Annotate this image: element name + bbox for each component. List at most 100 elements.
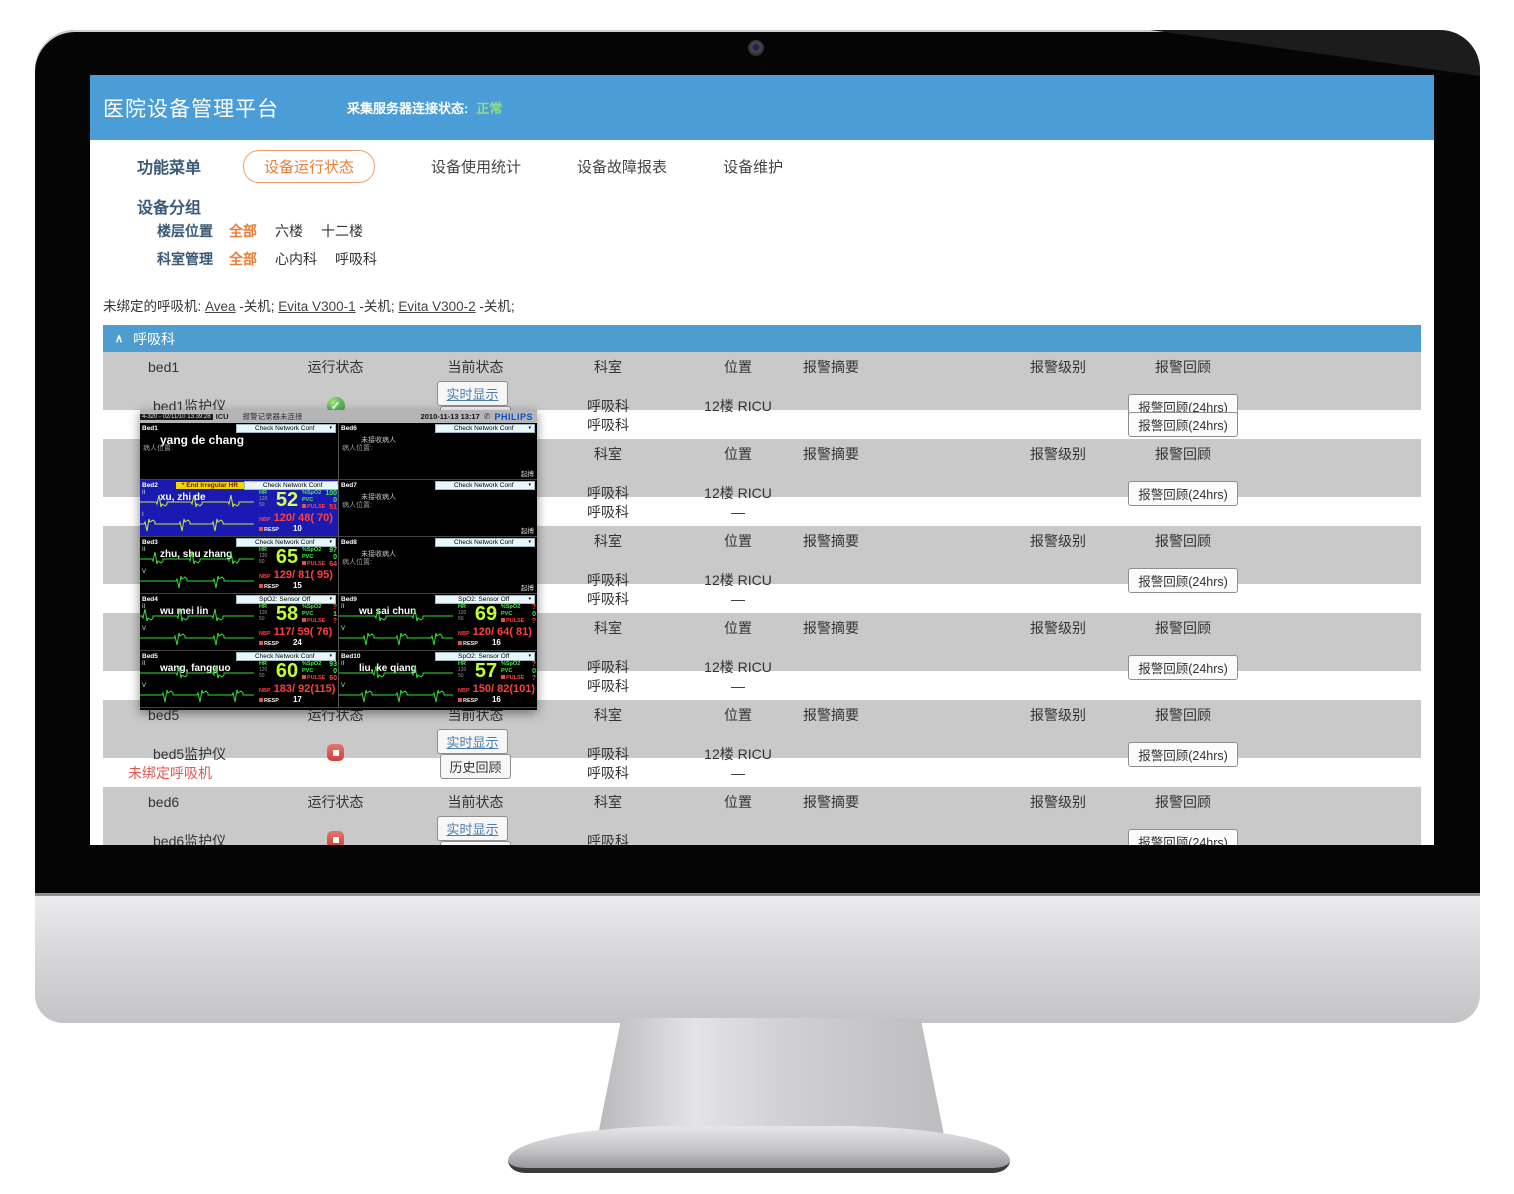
hr-label-col: HR 120 50 xyxy=(259,547,272,565)
table-row-bed-header: bed6 运行状态 当前状态 科室 位置 报警摘要 报警级别 报警回顾 xyxy=(103,787,1421,816)
resp-label: RESP xyxy=(458,641,478,647)
col-current-status: 当前状态 xyxy=(447,706,504,723)
network-conf-dropdown[interactable]: Check Network Conf▾ xyxy=(236,537,336,547)
network-conf-dropdown[interactable]: SpO2: Sensor Off ▾ xyxy=(236,594,336,604)
bed-cell-bed8: Bed8 Check Network Conf ▾ 未接收病人 病人位置: 起搏 xyxy=(339,537,537,594)
alarm-review-24hrs-button[interactable]: 报警回顾(24hrs) xyxy=(1128,480,1238,506)
bed-cell-bed3: Bed3 Check Network Conf ▾ zhu, shu zhang II V… xyxy=(140,537,338,594)
network-conf-dropdown[interactable]: SpO2: Sensor Off ▾ xyxy=(435,651,535,661)
col-location: 位置 xyxy=(724,532,752,549)
bed-cell-header: Bed3 Check Network Conf ▾ xyxy=(140,537,338,547)
section-respiratory-header[interactable]: ∧ 呼吸科 xyxy=(103,325,1421,352)
pvc-value: 1 xyxy=(333,611,337,618)
tab-device-run-status[interactable]: 设备运行状态 xyxy=(243,149,376,183)
pulse-row: PULSE 51 xyxy=(302,504,337,511)
tab-device-fault-report[interactable]: 设备故障报表 xyxy=(577,158,668,176)
bed-cell-bed7: Bed7 Check Network Conf ▾ 未接收病人 病人位置: 起搏 xyxy=(339,480,537,537)
monitor-dept: 呼吸科 xyxy=(587,659,629,675)
bezel-reflection xyxy=(1150,30,1480,76)
vitals-top-row: HR 120 50 57 %SpO2? PVC 0 PULSE? xyxy=(458,661,536,682)
alarm-review-24hrs-button[interactable]: 报警回顾(24hrs) xyxy=(1128,567,1238,593)
hr-label-col: HR 120 50 xyxy=(458,661,471,679)
alarm-review-24hrs-button[interactable]: 报警回顾(24hrs) xyxy=(1128,654,1238,680)
col-run-status: 运行状态 xyxy=(307,706,364,723)
table-row-monitor: bed6监护仪实时显示历史回顾呼吸科报警回顾(24hrs) xyxy=(103,816,1421,845)
server-status-value: 正常 xyxy=(476,101,503,116)
patient-name: wu mei lin xyxy=(160,606,209,617)
resp-value: 17 xyxy=(292,695,302,704)
phone-icon: ✆ xyxy=(483,412,491,421)
monitor-controls: 实时显示历史回顾 xyxy=(408,816,543,845)
filter-floor-all[interactable]: 全部 xyxy=(229,223,257,239)
hr-value: 60 xyxy=(275,660,299,682)
col-dept: 科室 xyxy=(594,358,622,375)
pulse-value: ? xyxy=(531,618,536,625)
filter-dept-respiratory[interactable]: 呼吸科 xyxy=(335,251,377,267)
filter-dept-label: 科室管理 xyxy=(157,251,213,267)
col-alarm-level: 报警级别 xyxy=(1030,706,1086,723)
spo2-pvc-pulse-col: %SpO2 100 PVC 0 PULSE 51 xyxy=(302,490,337,511)
spo2-pvc-pulse-col: %SpO2 93 PVC 0 PULSE 60 xyxy=(302,661,337,682)
vent-location: — xyxy=(731,764,745,781)
philips-logo: PHILIPS xyxy=(494,411,533,422)
realtime-display-button[interactable]: 实时显示 xyxy=(437,729,508,754)
realtime-display-button[interactable]: 实时显示 xyxy=(437,816,508,841)
spo2-value: ? xyxy=(531,661,536,668)
alarm-banner: * End Irregular HR xyxy=(175,481,244,489)
resp-icon xyxy=(458,641,462,645)
unbound-link-evita2[interactable]: Evita V300-2 xyxy=(398,299,476,314)
col-alarm-level: 报警级别 xyxy=(1030,793,1086,810)
hr-high-limit: 120 xyxy=(458,610,467,616)
filter-dept-cardiology[interactable]: 心内科 xyxy=(275,251,317,267)
bed-id-label: Bed4 xyxy=(142,595,158,603)
realtime-display-button[interactable]: 实时显示 xyxy=(437,381,508,406)
network-conf-dropdown[interactable]: Check Network Conf▾ xyxy=(435,423,535,433)
history-review-button[interactable]: 历史回顾 xyxy=(440,754,511,779)
pulse-value: 51 xyxy=(329,504,337,511)
hr-high-limit: 120 xyxy=(259,496,268,502)
filter-floor-6[interactable]: 六楼 xyxy=(275,223,303,239)
vitals-block: HR 120 50 69 %SpO2? PVC 0 PULSE? NBP 120/ 64( 81)… xyxy=(458,604,536,647)
pvc-value: 0 xyxy=(532,611,536,618)
resp-icon xyxy=(259,527,263,531)
network-conf-dropdown[interactable]: Check Network Conf▾ xyxy=(236,651,336,661)
pulse-icon xyxy=(302,675,306,679)
bed-cell-header: Bed1 Check Network Conf ▾ xyxy=(140,423,338,433)
pulse-value: ? xyxy=(531,675,536,682)
network-conf-dropdown[interactable]: Check Network Conf▾ xyxy=(435,480,535,490)
pulse-label: PULSE xyxy=(501,618,524,625)
network-conf-dropdown[interactable]: Check Network Conf▾ xyxy=(236,423,336,433)
ecg-waveform xyxy=(339,608,453,646)
filter-dept-all[interactable]: 全部 xyxy=(229,251,257,267)
col-dept: 科室 xyxy=(594,706,622,723)
network-conf-dropdown[interactable]: Check Network Conf▾ xyxy=(243,480,338,490)
tab-device-maintenance[interactable]: 设备维护 xyxy=(723,158,784,176)
alarm-review-24hrs-button[interactable]: 报警回顾(24hrs) xyxy=(1128,741,1238,767)
col-location: 位置 xyxy=(724,619,752,636)
monitor-alarm-review-cell: 报警回顾(24hrs) xyxy=(1113,828,1253,845)
col-alarm-level: 报警级别 xyxy=(1030,532,1086,549)
dropdown-arrow-icon: ▾ xyxy=(528,481,531,488)
col-run-status: 运行状态 xyxy=(307,358,364,375)
spo2-value: 93 xyxy=(329,661,337,668)
alarm-review-24hrs-button[interactable]: 报警回顾(24hrs) xyxy=(1128,828,1238,845)
pulse-value: 64 xyxy=(329,561,337,568)
waveform-area: II V xyxy=(140,604,258,650)
resp-label: RESP xyxy=(458,698,478,704)
resp-label: RESP xyxy=(259,527,279,533)
vitals-top-row: HR 120 50 65 %SpO2 97 PVC 0 PULSE 64 xyxy=(259,547,337,568)
vent-location: — xyxy=(731,677,745,694)
network-conf-dropdown[interactable]: Check Network Conf▾ xyxy=(435,537,535,547)
network-conf-dropdown[interactable]: SpO2: Sensor Off ▾ xyxy=(435,594,535,604)
unbound-link-avea[interactable]: Avea xyxy=(205,299,236,314)
history-review-button[interactable]: 历史回顾 xyxy=(440,841,511,845)
monitor-location: 12楼 RICU xyxy=(704,746,772,762)
monitor-alarm-review-cell: 报警回顾(24hrs) xyxy=(1113,567,1253,593)
unbound-suffix-1: -关机; xyxy=(235,299,279,314)
alarm-review-24hrs-button[interactable]: 报警回顾(24hrs) xyxy=(1128,412,1238,437)
unbound-link-evita1[interactable]: Evita V300-1 xyxy=(278,299,356,314)
filter-floor-12[interactable]: 十二楼 xyxy=(321,223,363,239)
dropdown-arrow-icon: ▾ xyxy=(329,595,332,602)
dropdown-arrow-icon: ▾ xyxy=(528,595,531,602)
tab-device-usage-stats[interactable]: 设备使用统计 xyxy=(431,158,522,176)
